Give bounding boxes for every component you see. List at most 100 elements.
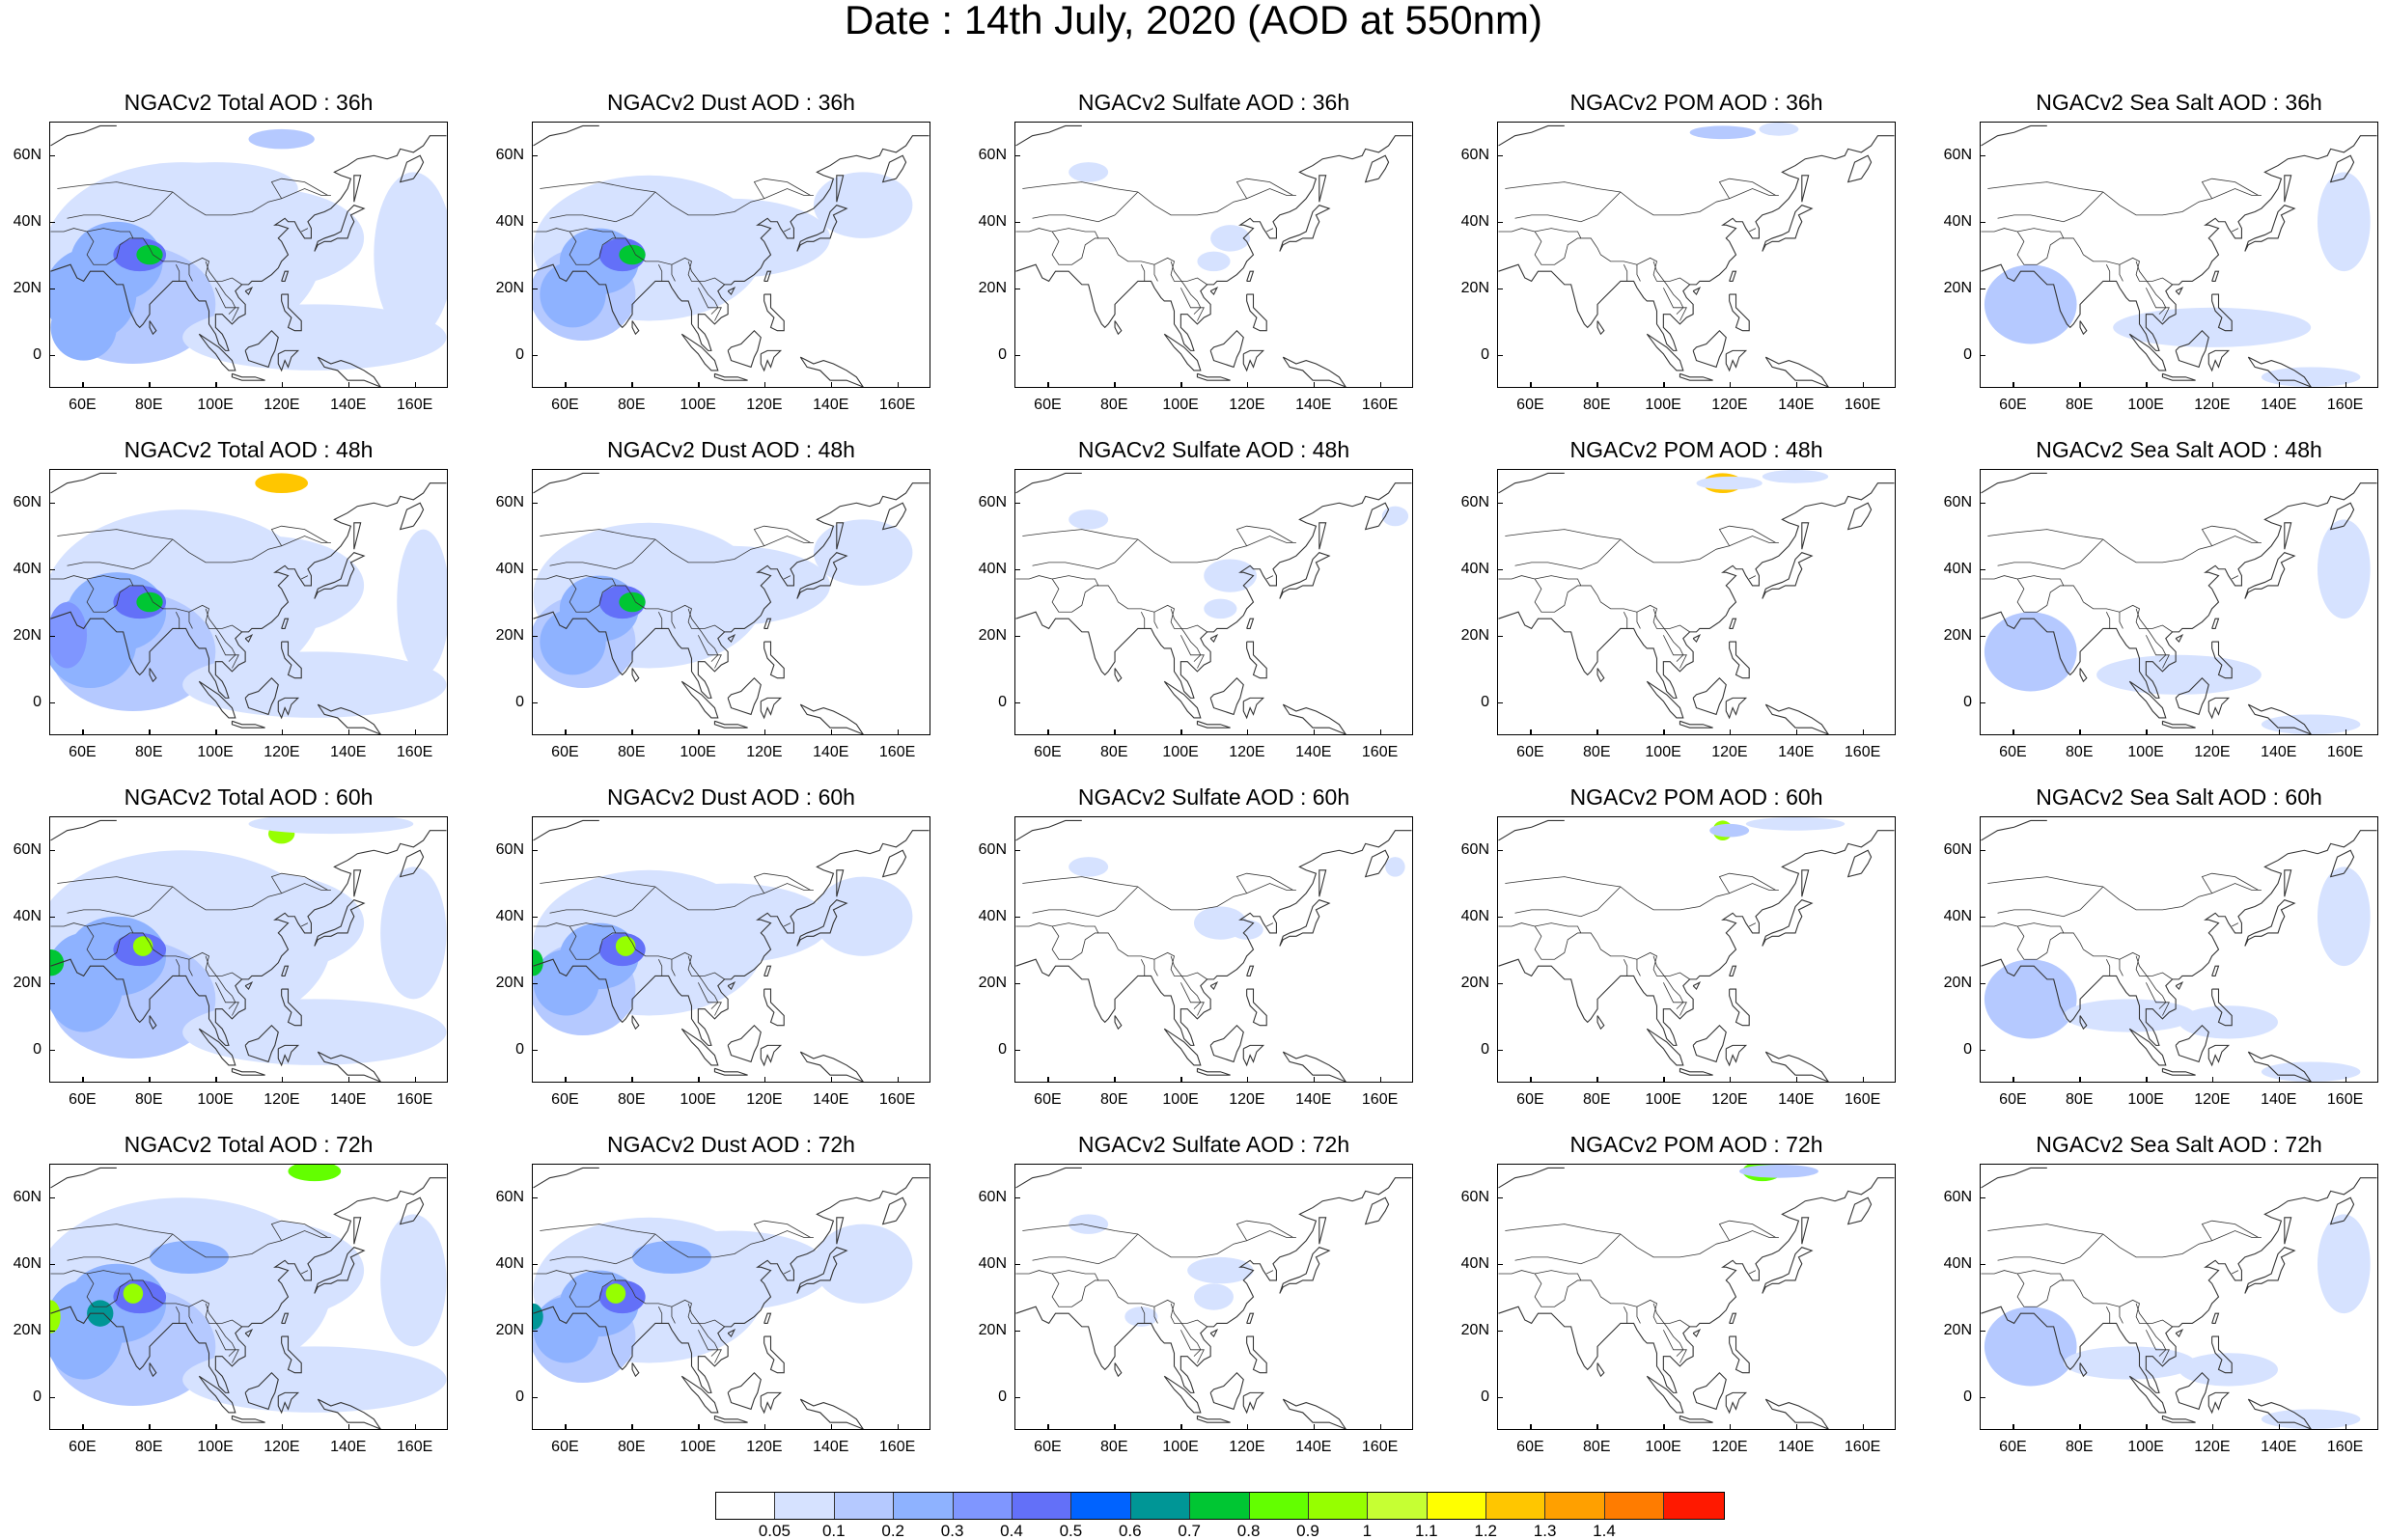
longitude-label: 140E: [1295, 1439, 1332, 1455]
longitude-label: 60E: [551, 744, 579, 760]
country-border: [2201, 872, 2259, 894]
longitude-label: 120E: [2194, 1439, 2231, 1455]
country-border: [1987, 1224, 2103, 1235]
coastline: [149, 1362, 157, 1378]
map-panel-dust-60h: [532, 816, 930, 1083]
longitude-tick: [2211, 1424, 2214, 1430]
longitude-label: 120E: [264, 744, 300, 760]
coastline: [1246, 641, 1267, 679]
coastline: [281, 618, 290, 629]
country-border: [2105, 612, 2111, 629]
coastline: [1646, 1375, 1684, 1414]
latitude-label: 40N: [978, 907, 1007, 924]
longitude-label: 60E: [1034, 1091, 1062, 1108]
longitude-tick: [2012, 1424, 2014, 1430]
country-border: [687, 261, 719, 315]
longitude-tick: [82, 382, 84, 388]
country-border: [57, 529, 173, 540]
aod-field: [2096, 654, 2262, 695]
coastline: [317, 703, 381, 734]
country-border: [1180, 288, 1205, 321]
longitude-label: 140E: [330, 1439, 367, 1455]
coastline: [1114, 320, 1123, 336]
country-border: [598, 1256, 633, 1265]
country-border: [1596, 883, 1779, 911]
country-border: [753, 1220, 811, 1241]
country-border: [1535, 1270, 1690, 1328]
country-border: [1114, 1230, 1296, 1258]
map-canvas: [1015, 819, 1412, 1082]
longitude-tick: [1180, 729, 1182, 735]
country-border: [1505, 876, 1621, 888]
coastline: [533, 124, 599, 147]
map-panel-sulfate-48h: [1014, 469, 1413, 735]
latitude-tick: [1497, 916, 1503, 918]
aod-field: [1709, 823, 1750, 838]
latitude-tick: [49, 221, 55, 223]
country-border: [2232, 228, 2239, 233]
longitude-tick: [1246, 1424, 1249, 1430]
coastline: [1596, 1015, 1605, 1031]
aod-field: [1385, 857, 1405, 877]
country-border: [2135, 608, 2167, 662]
latitude-label: 20N: [1460, 974, 1489, 991]
latitude-tick: [49, 1330, 55, 1332]
coastline: [277, 1391, 300, 1415]
country-border: [1170, 608, 1202, 662]
longitude-tick: [1663, 729, 1665, 735]
country-border: [1981, 228, 2018, 233]
longitude-label: 80E: [2066, 397, 2094, 413]
latitude-tick: [1014, 1263, 1020, 1265]
longitude-label: 140E: [1295, 397, 1332, 413]
coastline: [1981, 124, 2047, 147]
longitude-tick: [1862, 382, 1865, 388]
country-border: [2119, 612, 2123, 629]
country-border: [2017, 1270, 2173, 1328]
latitude-label: 20N: [1943, 974, 1972, 991]
longitude-label: 100E: [2127, 1091, 2164, 1108]
coastline: [680, 333, 719, 371]
longitude-label: 160E: [878, 1439, 916, 1455]
coastline: [1279, 899, 1331, 947]
aod-field: [380, 1214, 447, 1347]
country-border: [1636, 1306, 1641, 1324]
longitude-label: 60E: [69, 1439, 97, 1455]
latitude-tick: [1980, 1049, 1985, 1051]
country-border: [57, 1224, 173, 1235]
country-border: [598, 214, 633, 223]
coastline: [1209, 1024, 1244, 1063]
country-border: [1535, 922, 1690, 980]
latitude-label: 40N: [1460, 212, 1489, 230]
longitude-tick: [1047, 1077, 1049, 1083]
colorbar-swatch: [953, 1493, 1013, 1519]
coastline: [1015, 830, 1412, 1046]
coastline: [1015, 472, 1082, 494]
coastline: [1801, 175, 1810, 203]
coastline: [50, 135, 447, 351]
country-border: [1498, 1270, 1536, 1275]
longitude-label: 80E: [1583, 397, 1611, 413]
panel-title: NGACv2 Total AOD : 72h: [124, 1132, 374, 1157]
coastline: [353, 1217, 362, 1245]
longitude-tick: [1862, 729, 1865, 735]
latitude-tick: [1980, 502, 1985, 504]
latitude-tick: [1497, 982, 1503, 984]
aod-field: [1210, 225, 1251, 252]
aod-field: [132, 162, 298, 215]
aod-field: [1745, 817, 1846, 831]
latitude-label: 60N: [978, 493, 1007, 510]
longitude-tick: [2345, 382, 2347, 388]
coastline: [2244, 1247, 2296, 1294]
aod-field: [50, 949, 65, 976]
longitude-label: 160E: [2326, 397, 2364, 413]
country-border: [1652, 261, 1684, 315]
longitude-label: 120E: [746, 1439, 783, 1455]
coastline: [1318, 869, 1327, 897]
coastline: [1801, 869, 1810, 897]
country-border: [1051, 578, 1098, 613]
coastline: [763, 1335, 785, 1374]
longitude-tick: [1729, 382, 1732, 388]
country-border: [149, 1230, 331, 1258]
colorbar-swatch: [1486, 1493, 1546, 1519]
coastline: [1981, 1167, 2047, 1189]
